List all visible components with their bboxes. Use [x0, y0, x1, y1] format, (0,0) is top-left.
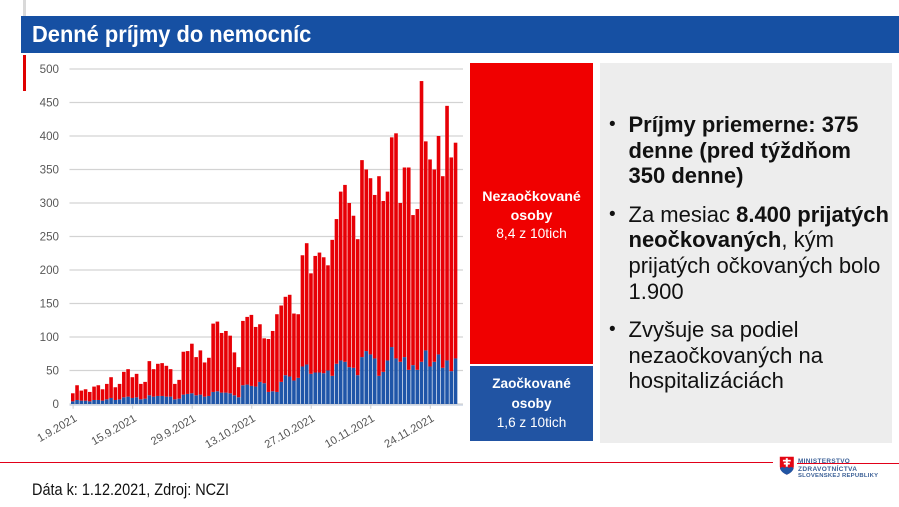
svg-text:400: 400	[40, 130, 59, 143]
svg-text:100: 100	[40, 331, 59, 344]
svg-text:500: 500	[40, 63, 59, 76]
svg-text:0: 0	[53, 398, 59, 411]
svg-text:24.11.2021: 24.11.2021	[383, 413, 437, 451]
svg-text:1.9.2021: 1.9.2021	[35, 413, 79, 445]
svg-text:300: 300	[40, 197, 59, 210]
svg-text:150: 150	[40, 298, 59, 311]
svg-text:13.10.2021: 13.10.2021	[203, 413, 257, 451]
svg-text:250: 250	[40, 231, 59, 244]
svg-text:10.11.2021: 10.11.2021	[323, 413, 377, 451]
svg-text:200: 200	[40, 264, 59, 277]
svg-text:350: 350	[40, 164, 59, 177]
svg-text:29.9.2021: 29.9.2021	[149, 413, 198, 448]
svg-text:15.9.2021: 15.9.2021	[90, 413, 139, 448]
svg-text:27.10.2021: 27.10.2021	[263, 413, 317, 451]
svg-text:450: 450	[40, 97, 59, 110]
svg-text:50: 50	[46, 365, 59, 378]
